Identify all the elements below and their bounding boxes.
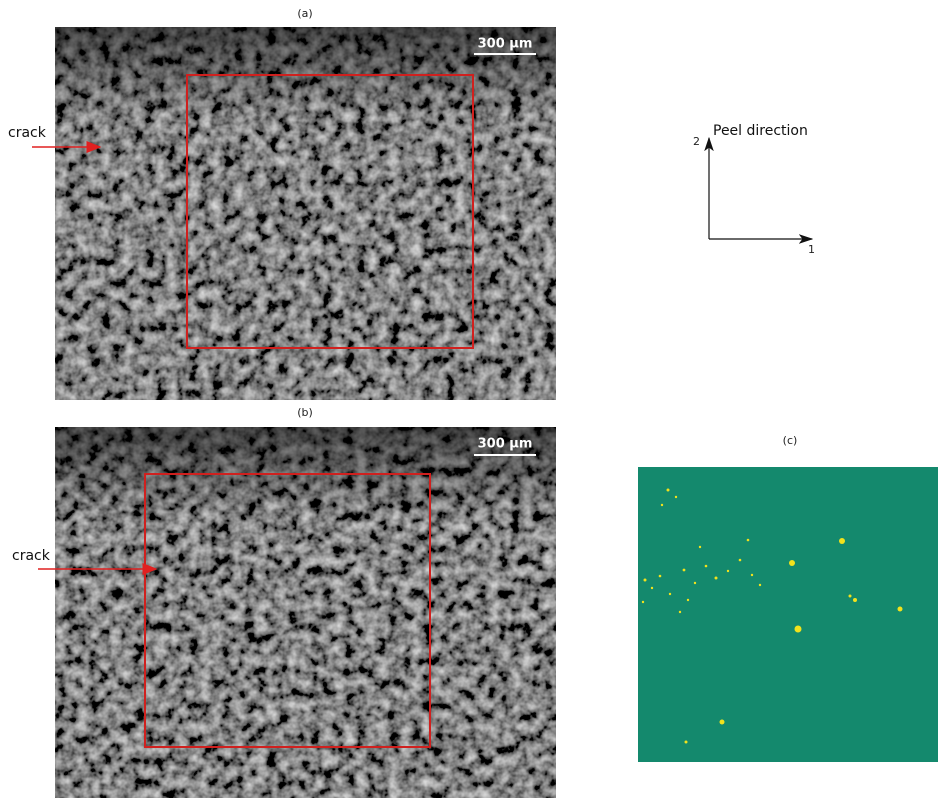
scale-label: 300 μm <box>478 437 533 452</box>
panel-label: (a) <box>297 7 312 20</box>
region-box <box>186 74 474 349</box>
micrograph <box>55 27 556 400</box>
region-box <box>144 473 431 748</box>
diagram-title: Peel direction <box>713 123 808 139</box>
panel-label: (b) <box>297 406 313 419</box>
axis-label: 2 <box>693 135 700 148</box>
panel-label: (c) <box>783 434 798 447</box>
segmentation-map <box>638 467 938 762</box>
micrograph <box>55 427 556 798</box>
crack-label: crack <box>8 125 47 141</box>
scale-label: 300 μm <box>478 37 533 52</box>
crack-label: crack <box>12 548 51 564</box>
axis-label: 1 <box>808 243 815 256</box>
